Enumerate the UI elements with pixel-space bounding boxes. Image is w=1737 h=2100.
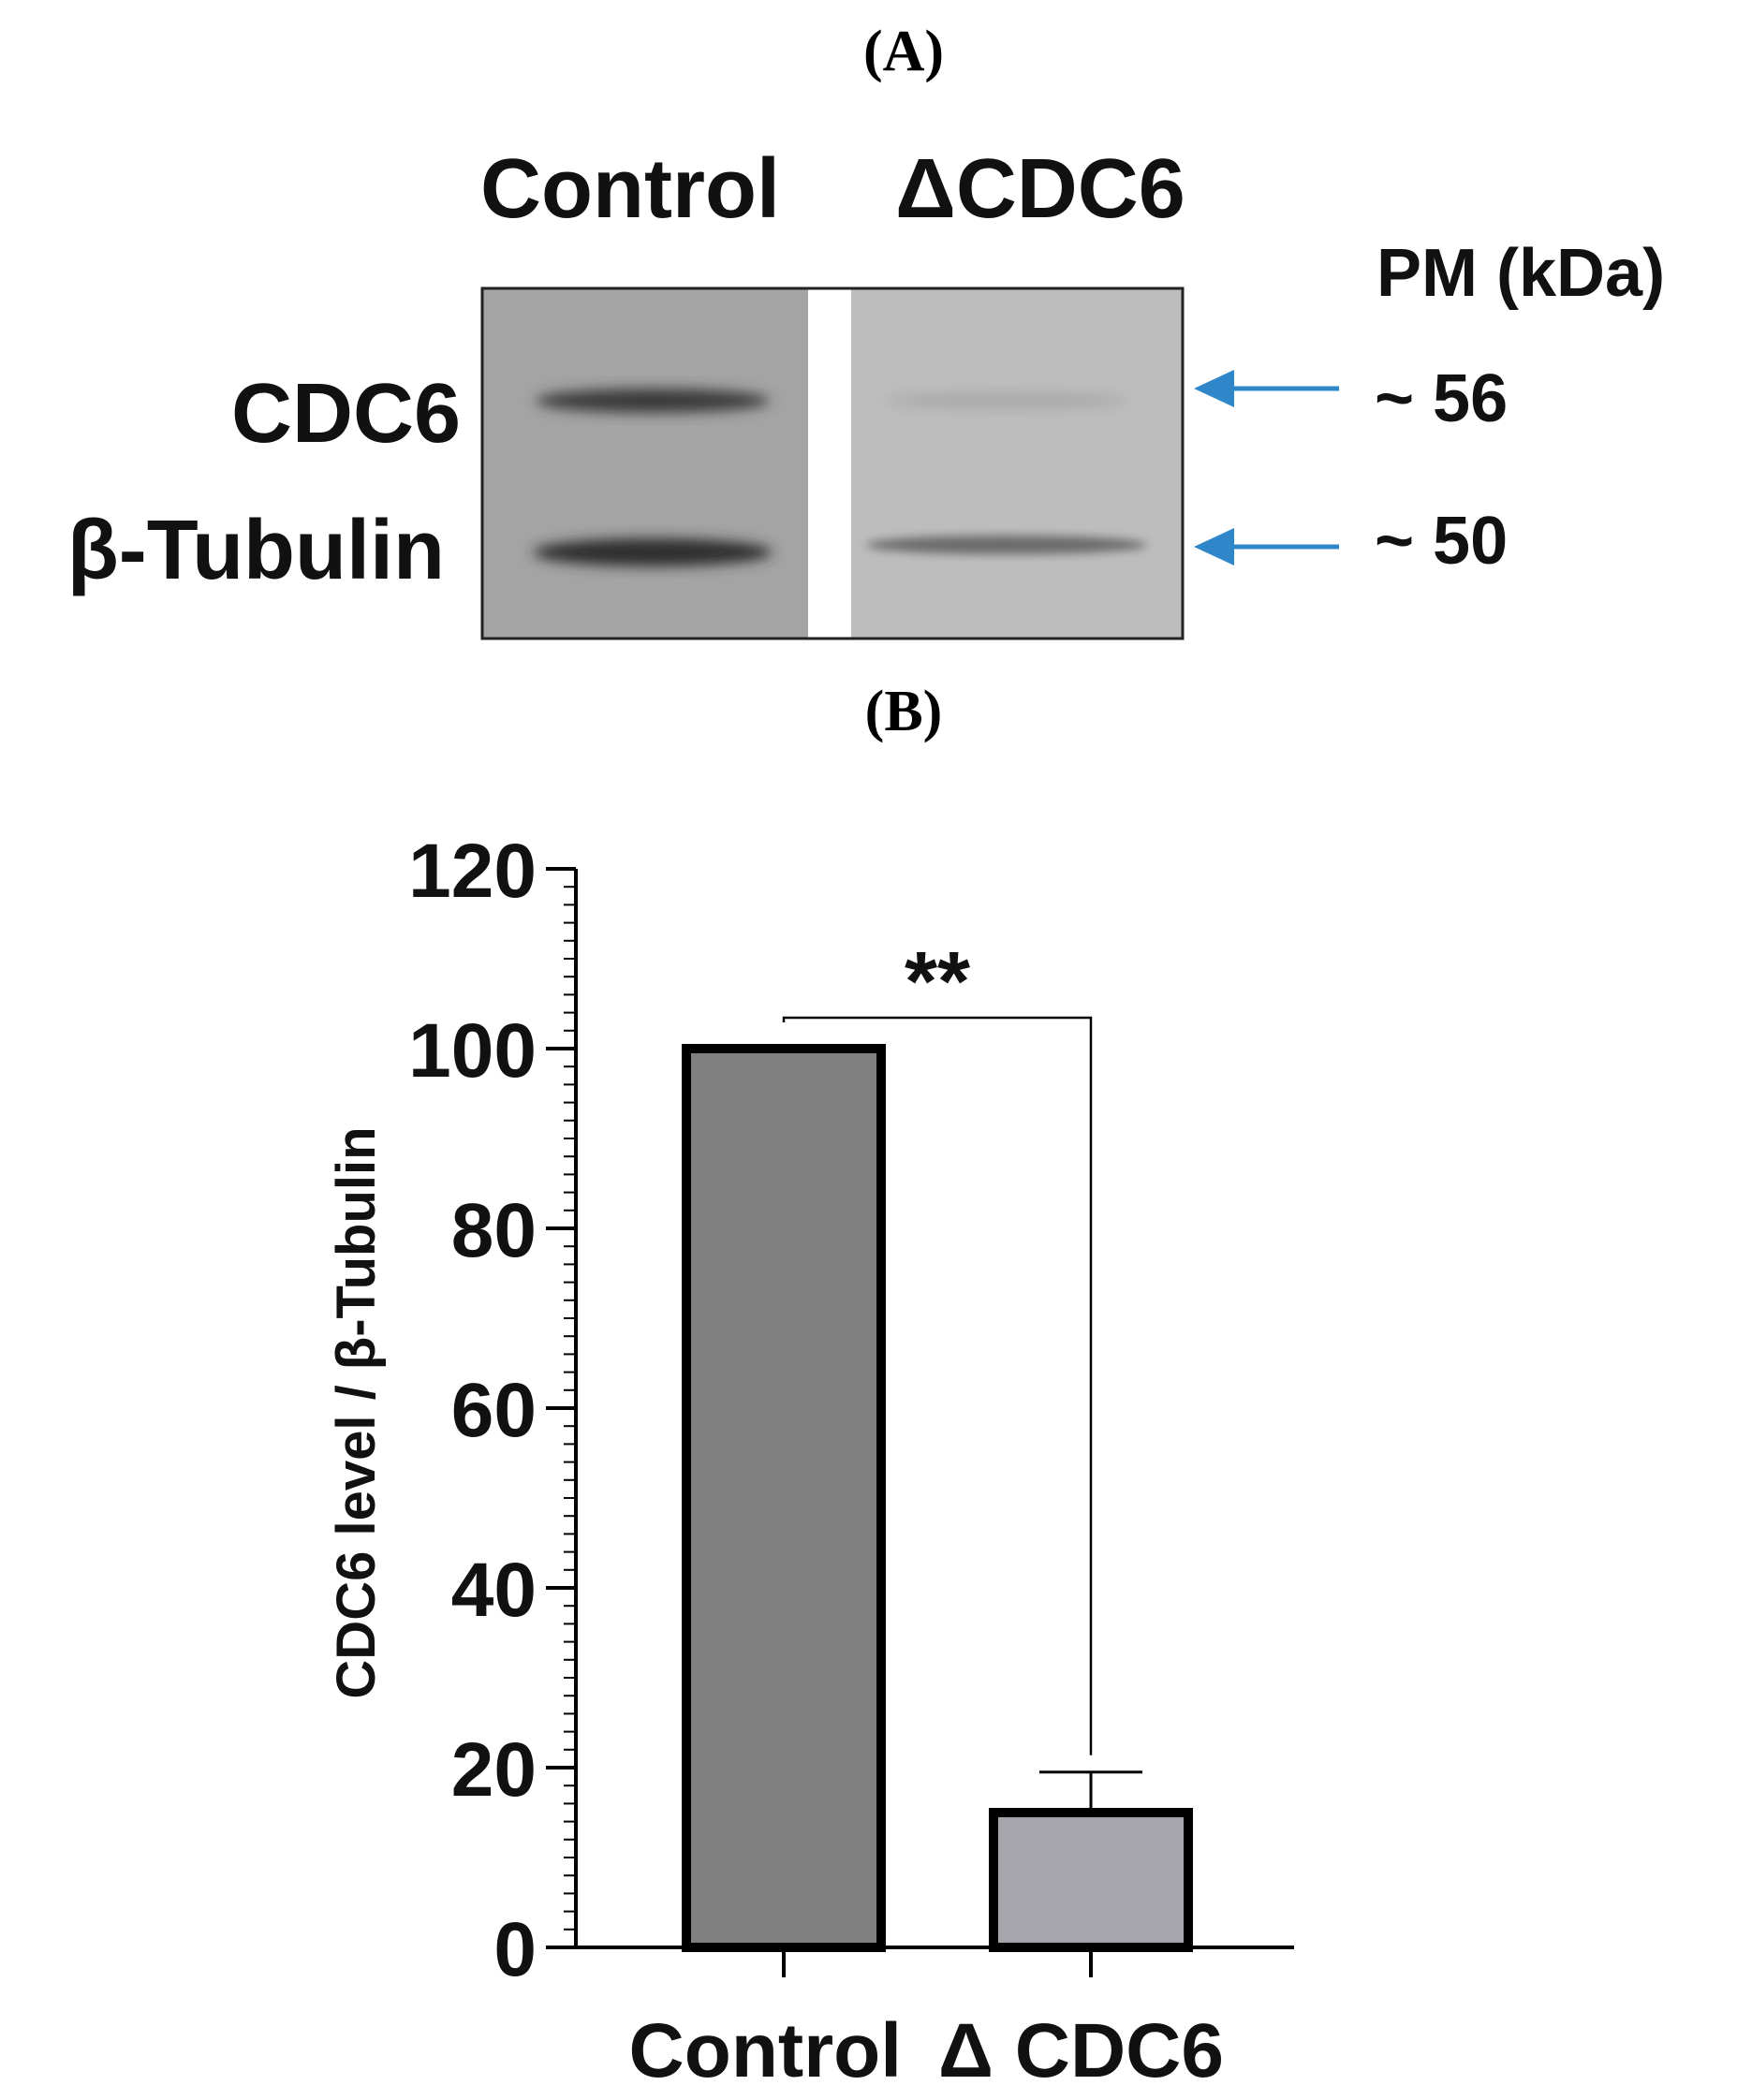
- blot-lane-control: [482, 288, 808, 639]
- marker-label-56: ~ 56: [1375, 361, 1508, 436]
- y-tick-label: 80: [451, 1188, 537, 1273]
- marker-arrow-56: [1194, 370, 1339, 407]
- bar-chart: CDC6 level / β-Tubulin 0 20 40 60 80 100 120 Co…: [326, 829, 1294, 2093]
- lane-label-control: Control: [480, 142, 780, 236]
- y-tick-label: 40: [451, 1548, 537, 1633]
- y-tick-label: 60: [451, 1368, 537, 1453]
- band-label-beta-tubulin: β-Tubulin: [67, 504, 445, 597]
- y-axis-label: CDC6 level / β-Tubulin: [326, 1126, 387, 1698]
- band-delta-cdc6: [885, 392, 1128, 409]
- lane-label-delta-cdc6: ΔCDC6: [895, 142, 1185, 236]
- y-tick-label: 20: [451, 1727, 537, 1813]
- western-blot: [480, 286, 1185, 640]
- blot-lane-delta-cdc6: [851, 288, 1183, 639]
- y-tick-label: 100: [408, 1008, 537, 1094]
- significance-bracket: [782, 1016, 1093, 1755]
- bar-delta-cdc6: [989, 1808, 1193, 1952]
- band-delta-tubulin: [866, 536, 1147, 554]
- band-control-cdc6: [536, 389, 770, 413]
- panel-b-label: (B): [865, 680, 943, 743]
- bar-control: [682, 1044, 886, 1952]
- marker-label-50: ~ 50: [1375, 504, 1508, 579]
- pm-header: PM (kDa): [1376, 236, 1665, 311]
- band-control-tubulin: [533, 538, 773, 566]
- x-category-label: Δ CDC6: [938, 2008, 1224, 2093]
- y-tick-label: 0: [493, 1907, 537, 1992]
- significance-label: **: [905, 935, 970, 1029]
- marker-arrow-50: [1194, 528, 1339, 565]
- panel-a-label: (A): [863, 20, 944, 83]
- band-label-cdc6: CDC6: [231, 367, 461, 461]
- blot-gap: [808, 288, 851, 639]
- blot-frame: [480, 286, 1185, 640]
- y-tick-label: 120: [408, 829, 537, 914]
- x-category-label: Control: [629, 2008, 902, 2093]
